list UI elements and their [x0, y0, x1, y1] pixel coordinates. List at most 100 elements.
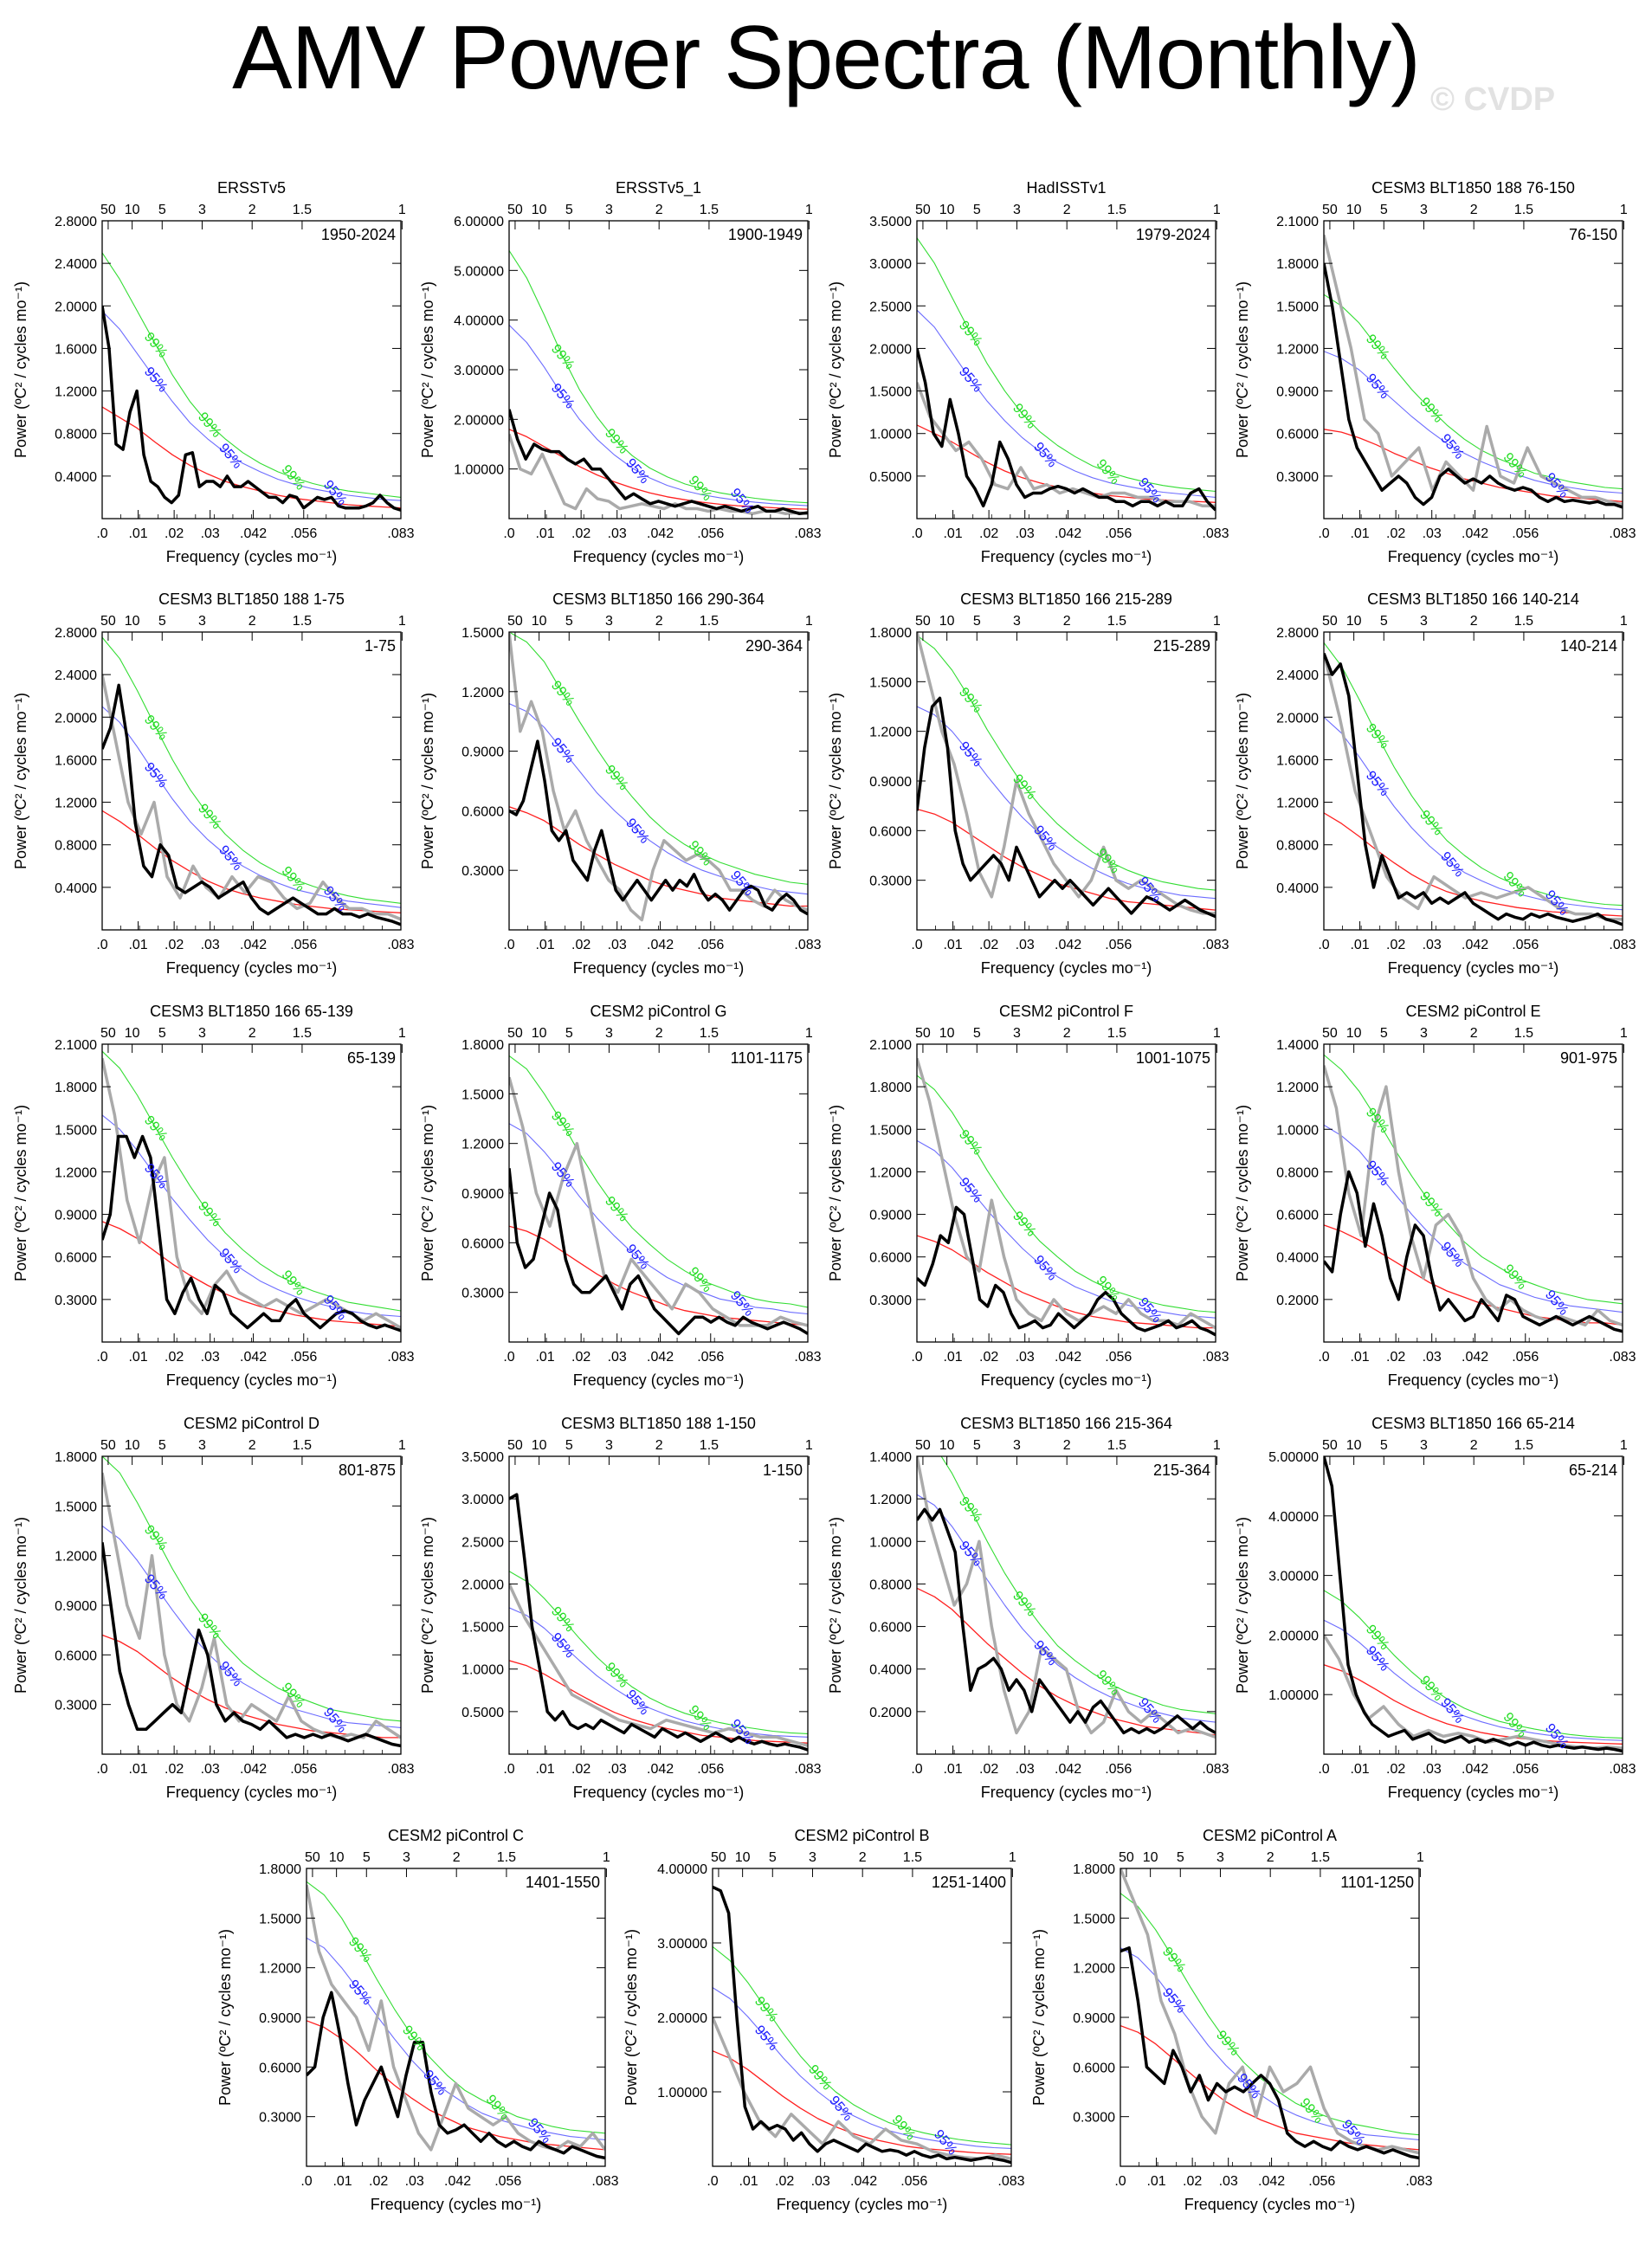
series-95-confidence	[1324, 351, 1623, 494]
x-tick-label: .056	[290, 1762, 317, 1777]
period-tick-label: 1	[805, 1026, 813, 1041]
ci-label: 99%	[956, 319, 985, 349]
x-tick-label: .042	[1055, 1762, 1081, 1777]
x-tick-label: .042	[240, 1350, 267, 1365]
y-tick-label: 1.8000	[1073, 1862, 1115, 1877]
series-95-confidence	[713, 1987, 1011, 2149]
period-tick-label: 2	[1470, 203, 1478, 217]
spectrum-panel-15: CESM3 BLT1850 166 215-364215-36499%99%99…	[827, 1415, 1229, 1801]
period-tick-label: 50	[1119, 1850, 1134, 1865]
y-tick-label: 3.00000	[657, 1937, 707, 1952]
y-tick-label: 1.2000	[1276, 342, 1319, 357]
ci-label: 99%	[889, 2113, 919, 2143]
series-spectrum	[1324, 1456, 1623, 1753]
y-tick-label: 2.4000	[55, 668, 97, 683]
series-99-confidence	[1324, 294, 1623, 490]
period-label: 290-364	[745, 637, 803, 655]
y-tick-label: 1.0000	[869, 428, 912, 442]
series-95-confidence	[509, 325, 808, 507]
series-comparison	[1324, 1634, 1623, 1750]
spectrum-panel-9: CESM3 BLT1850 166 65-139 65-139 99% 99% 99% 9…	[12, 1003, 415, 1389]
period-tick-label: 10	[1346, 1026, 1362, 1041]
series-99-confidence	[509, 632, 808, 885]
x-tick-label: .056	[1105, 1762, 1132, 1777]
spectrum-panel-5: CESM3 BLT1850 188 1-751-7599%99%99%95%95…	[12, 590, 415, 977]
y-tick-label: 0.2000	[1276, 1294, 1319, 1308]
x-tick-label: .083	[794, 1350, 821, 1365]
series-comparison	[102, 1058, 401, 1330]
period-tick-label: 5	[363, 1850, 371, 1865]
y-tick-label: 1.6000	[1276, 753, 1319, 768]
y-tick-label: 1.5000	[869, 385, 912, 400]
y-axis-label: Power (ºC² / cycles mo⁻¹)	[827, 1517, 844, 1694]
period-tick-label: 3	[1420, 614, 1428, 629]
series-95-confidence	[917, 309, 1216, 498]
period-tick-label: 5	[973, 1438, 981, 1453]
y-tick-label: 0.8000	[869, 1578, 912, 1592]
period-tick-label: 2	[859, 1850, 867, 1865]
period-tick-label: 10	[125, 1438, 140, 1453]
x-tick-label: .042	[1462, 938, 1488, 952]
x-tick-label: .042	[1462, 526, 1488, 541]
y-tick-label: 1.8000	[259, 1862, 301, 1877]
series-spectrum	[509, 409, 808, 516]
y-tick-label: 0.9000	[461, 745, 504, 760]
y-tick-label: 2.1000	[55, 1038, 97, 1053]
x-tick-label: .056	[494, 2174, 521, 2189]
period-label: 1900-1949	[728, 226, 803, 243]
panel-title: CESM3 BLT1850 188 76-150	[1371, 179, 1575, 197]
period-tick-label: 50	[1322, 614, 1338, 629]
x-tick-label: .03	[1219, 2174, 1238, 2189]
panel-title: ERSSTv5_1	[616, 179, 701, 197]
period-tick-label: 3	[198, 203, 206, 217]
x-axis-label: Frequency (cycles mo⁻¹)	[573, 1371, 745, 1389]
y-tick-label: 2.1000	[1276, 215, 1319, 229]
x-tick-label: .056	[290, 526, 317, 541]
period-tick-label: 5	[158, 1026, 166, 1041]
y-tick-label: 2.8000	[55, 215, 97, 229]
series-99-confidence	[102, 636, 401, 904]
y-tick-label: 0.9000	[869, 1209, 912, 1223]
ci-label: 99%	[1416, 1189, 1446, 1219]
y-tick-label: 1.2000	[1276, 797, 1319, 811]
y-tick-label: 0.3000	[869, 874, 912, 889]
series-red-noise	[1324, 429, 1623, 502]
y-tick-label: 2.00000	[1268, 1629, 1319, 1643]
period-tick-label: 1	[1620, 1438, 1628, 1453]
x-tick-label: .0	[503, 1350, 514, 1365]
period-tick-label: 5	[769, 1850, 777, 1865]
ci-label: 95%	[727, 1288, 757, 1319]
y-tick-label: 1.8000	[55, 1081, 97, 1095]
period-tick-label: 1	[1620, 203, 1628, 217]
x-tick-label: .01	[1146, 2174, 1165, 2189]
x-tick-label: .083	[1405, 2174, 1432, 2189]
ci-label: 99%	[1159, 1945, 1189, 1975]
y-tick-label: 6.00000	[454, 215, 504, 229]
y-axis-label: Power (ºC² / cycles mo⁻¹)	[1234, 1105, 1251, 1281]
y-tick-label: 0.9000	[1073, 2011, 1115, 2026]
period-label: 1251-1400	[932, 1874, 1006, 1891]
ci-label: 95%	[956, 739, 985, 770]
ci-label: 99%	[752, 1994, 781, 2024]
x-axis-label: Frequency (cycles mo⁻¹)	[573, 1784, 745, 1801]
period-tick-label: 50	[100, 614, 116, 629]
series-spectrum	[509, 1168, 808, 1336]
period-tick-label: 10	[532, 1438, 547, 1453]
series-red-noise	[917, 1587, 1216, 1736]
y-tick-label: 3.5000	[869, 215, 912, 229]
period-tick-label: 2	[248, 614, 256, 629]
y-tick-label: 0.6000	[55, 1649, 97, 1663]
x-tick-label: .01	[943, 938, 962, 952]
x-tick-label: .083	[591, 2174, 618, 2189]
x-tick-label: .0	[707, 2174, 718, 2189]
x-tick-label: .083	[387, 938, 414, 952]
period-tick-label: 2	[248, 203, 256, 217]
x-tick-label: .056	[697, 1350, 724, 1365]
series-95-confidence	[102, 311, 401, 501]
y-tick-label: 1.2000	[1276, 1081, 1319, 1095]
ci-label: 95%	[1135, 874, 1165, 905]
period-tick-label: 5	[1380, 1438, 1388, 1453]
series-spectrum	[713, 1885, 1011, 2165]
y-axis-label: Power (ºC² / cycles mo⁻¹)	[12, 1517, 29, 1694]
